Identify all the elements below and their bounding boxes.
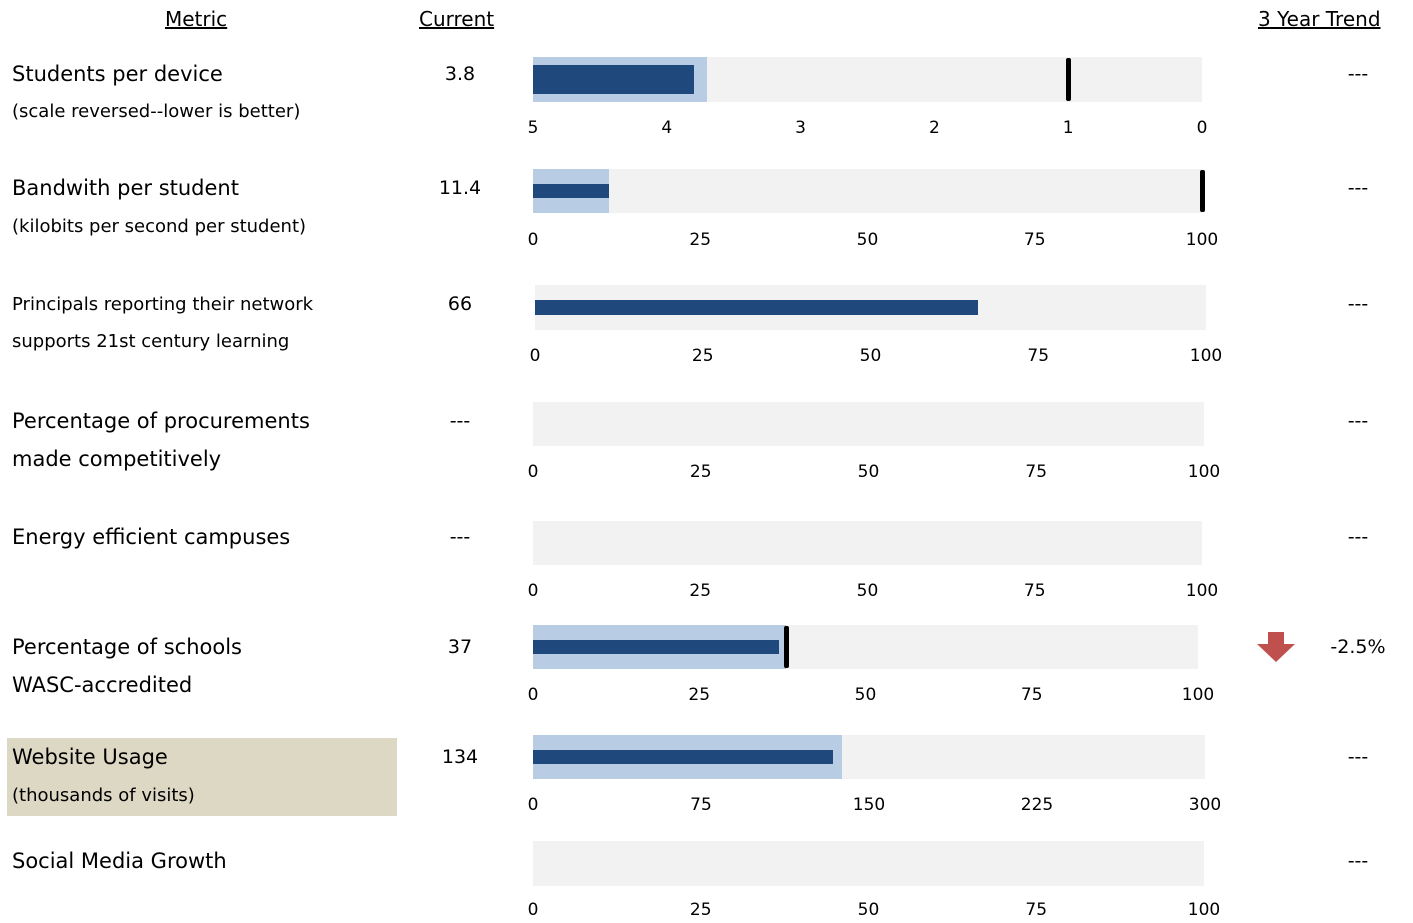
trend-value: --- bbox=[1347, 746, 1369, 768]
axis-tick-label: 75 bbox=[1020, 685, 1043, 705]
target-marker bbox=[783, 626, 789, 668]
axis-tick-label: 50 bbox=[857, 900, 880, 920]
axis-tick-label: 75 bbox=[1027, 346, 1050, 366]
current-value: --- bbox=[449, 410, 471, 432]
axis-tick-label: 25 bbox=[689, 230, 712, 250]
axis-tick-label: 3 bbox=[795, 118, 807, 138]
axis-tick-label: 75 bbox=[1023, 581, 1046, 601]
axis-tick-label: 0 bbox=[527, 230, 539, 250]
trend-value: -2.5% bbox=[1330, 636, 1386, 658]
current-header: Current bbox=[419, 7, 495, 31]
trend-value: --- bbox=[1347, 293, 1369, 315]
target-marker bbox=[1066, 58, 1072, 101]
trend-value: --- bbox=[1347, 177, 1369, 199]
axis-tick-label: 50 bbox=[856, 581, 879, 601]
metric-sublabel: WASC-accredited bbox=[12, 673, 193, 697]
metric-label: Bandwith per student bbox=[12, 176, 239, 200]
axis-tick-label: 0 bbox=[529, 346, 541, 366]
axis-tick-label: 25 bbox=[691, 346, 714, 366]
axis-tick-label: 225 bbox=[1020, 795, 1054, 815]
metric-label: Percentage of schools bbox=[12, 635, 242, 659]
axis-tick-label: 25 bbox=[689, 462, 712, 482]
current-value: 37 bbox=[447, 636, 473, 658]
axis-tick-label: 150 bbox=[852, 795, 886, 815]
metric-label: Website Usage bbox=[12, 745, 168, 769]
metric-sublabel: (thousands of visits) bbox=[12, 785, 195, 806]
metric-label: Social Media Growth bbox=[12, 849, 227, 873]
axis-tick-label: 75 bbox=[1025, 900, 1048, 920]
current-value: 3.8 bbox=[444, 63, 476, 85]
metric-sublabel: (kilobits per second per student) bbox=[12, 216, 307, 237]
down-arrow-icon bbox=[1257, 632, 1295, 666]
axis-tick-label: 100 bbox=[1181, 685, 1215, 705]
axis-tick-label: 300 bbox=[1188, 795, 1222, 815]
bullet-background bbox=[533, 169, 1202, 213]
current-value: 11.4 bbox=[438, 177, 482, 199]
value-bar bbox=[533, 750, 834, 764]
axis-tick-label: 0 bbox=[1196, 118, 1208, 138]
metric-label: Students per device bbox=[12, 62, 223, 86]
axis-tick-label: 2 bbox=[928, 118, 940, 138]
metric-sublabel: supports 21st century learning bbox=[12, 331, 290, 352]
axis-tick-label: 4 bbox=[661, 118, 673, 138]
bullet-background bbox=[533, 521, 1202, 565]
axis-tick-label: 50 bbox=[857, 462, 880, 482]
current-value: 66 bbox=[447, 293, 473, 315]
axis-tick-label: 100 bbox=[1187, 462, 1221, 482]
metric-sublabel: made competitively bbox=[12, 447, 222, 471]
metric-label: Percentage of procurements bbox=[12, 409, 310, 433]
trend-value: --- bbox=[1347, 410, 1369, 432]
axis-tick-label: 25 bbox=[689, 900, 712, 920]
trend-value: --- bbox=[1347, 63, 1369, 85]
axis-tick-label: 75 bbox=[1023, 230, 1046, 250]
axis-tick-label: 75 bbox=[1025, 462, 1048, 482]
metric-header: Metric bbox=[165, 7, 228, 31]
trend-value: --- bbox=[1347, 850, 1369, 872]
axis-tick-label: 50 bbox=[854, 685, 877, 705]
value-bar bbox=[533, 640, 780, 654]
metric-highlight bbox=[7, 738, 397, 816]
axis-tick-label: 100 bbox=[1189, 346, 1223, 366]
axis-tick-label: 75 bbox=[690, 795, 712, 815]
axis-tick-label: 0 bbox=[527, 581, 539, 601]
value-bar bbox=[533, 65, 694, 94]
value-bar bbox=[533, 184, 610, 198]
axis-tick-label: 0 bbox=[527, 685, 539, 705]
axis-tick-label: 100 bbox=[1187, 900, 1221, 920]
axis-tick-label: 0 bbox=[527, 795, 539, 815]
axis-tick-label: 50 bbox=[859, 346, 882, 366]
axis-tick-label: 1 bbox=[1062, 118, 1074, 138]
axis-tick-label: 100 bbox=[1185, 581, 1219, 601]
axis-tick-label: 25 bbox=[688, 685, 711, 705]
trend-header: 3 Year Trend bbox=[1258, 7, 1381, 31]
axis-tick-label: 0 bbox=[527, 462, 539, 482]
current-value: --- bbox=[449, 526, 471, 548]
axis-tick-label: 25 bbox=[689, 581, 712, 601]
metric-label: Energy efficient campuses bbox=[12, 525, 291, 549]
bullet-background bbox=[533, 841, 1204, 886]
current-value: 134 bbox=[441, 746, 479, 768]
axis-tick-label: 0 bbox=[527, 900, 539, 920]
metric-sublabel: (scale reversed--lower is better) bbox=[12, 101, 301, 122]
axis-tick-label: 100 bbox=[1185, 230, 1219, 250]
axis-tick-label: 50 bbox=[856, 230, 879, 250]
value-bar bbox=[535, 300, 978, 315]
metric-label: Principals reporting their network bbox=[12, 294, 314, 315]
axis-tick-label: 5 bbox=[527, 118, 539, 138]
bullet-background bbox=[533, 402, 1204, 446]
target-marker bbox=[1200, 170, 1205, 212]
trend-value: --- bbox=[1347, 526, 1369, 548]
